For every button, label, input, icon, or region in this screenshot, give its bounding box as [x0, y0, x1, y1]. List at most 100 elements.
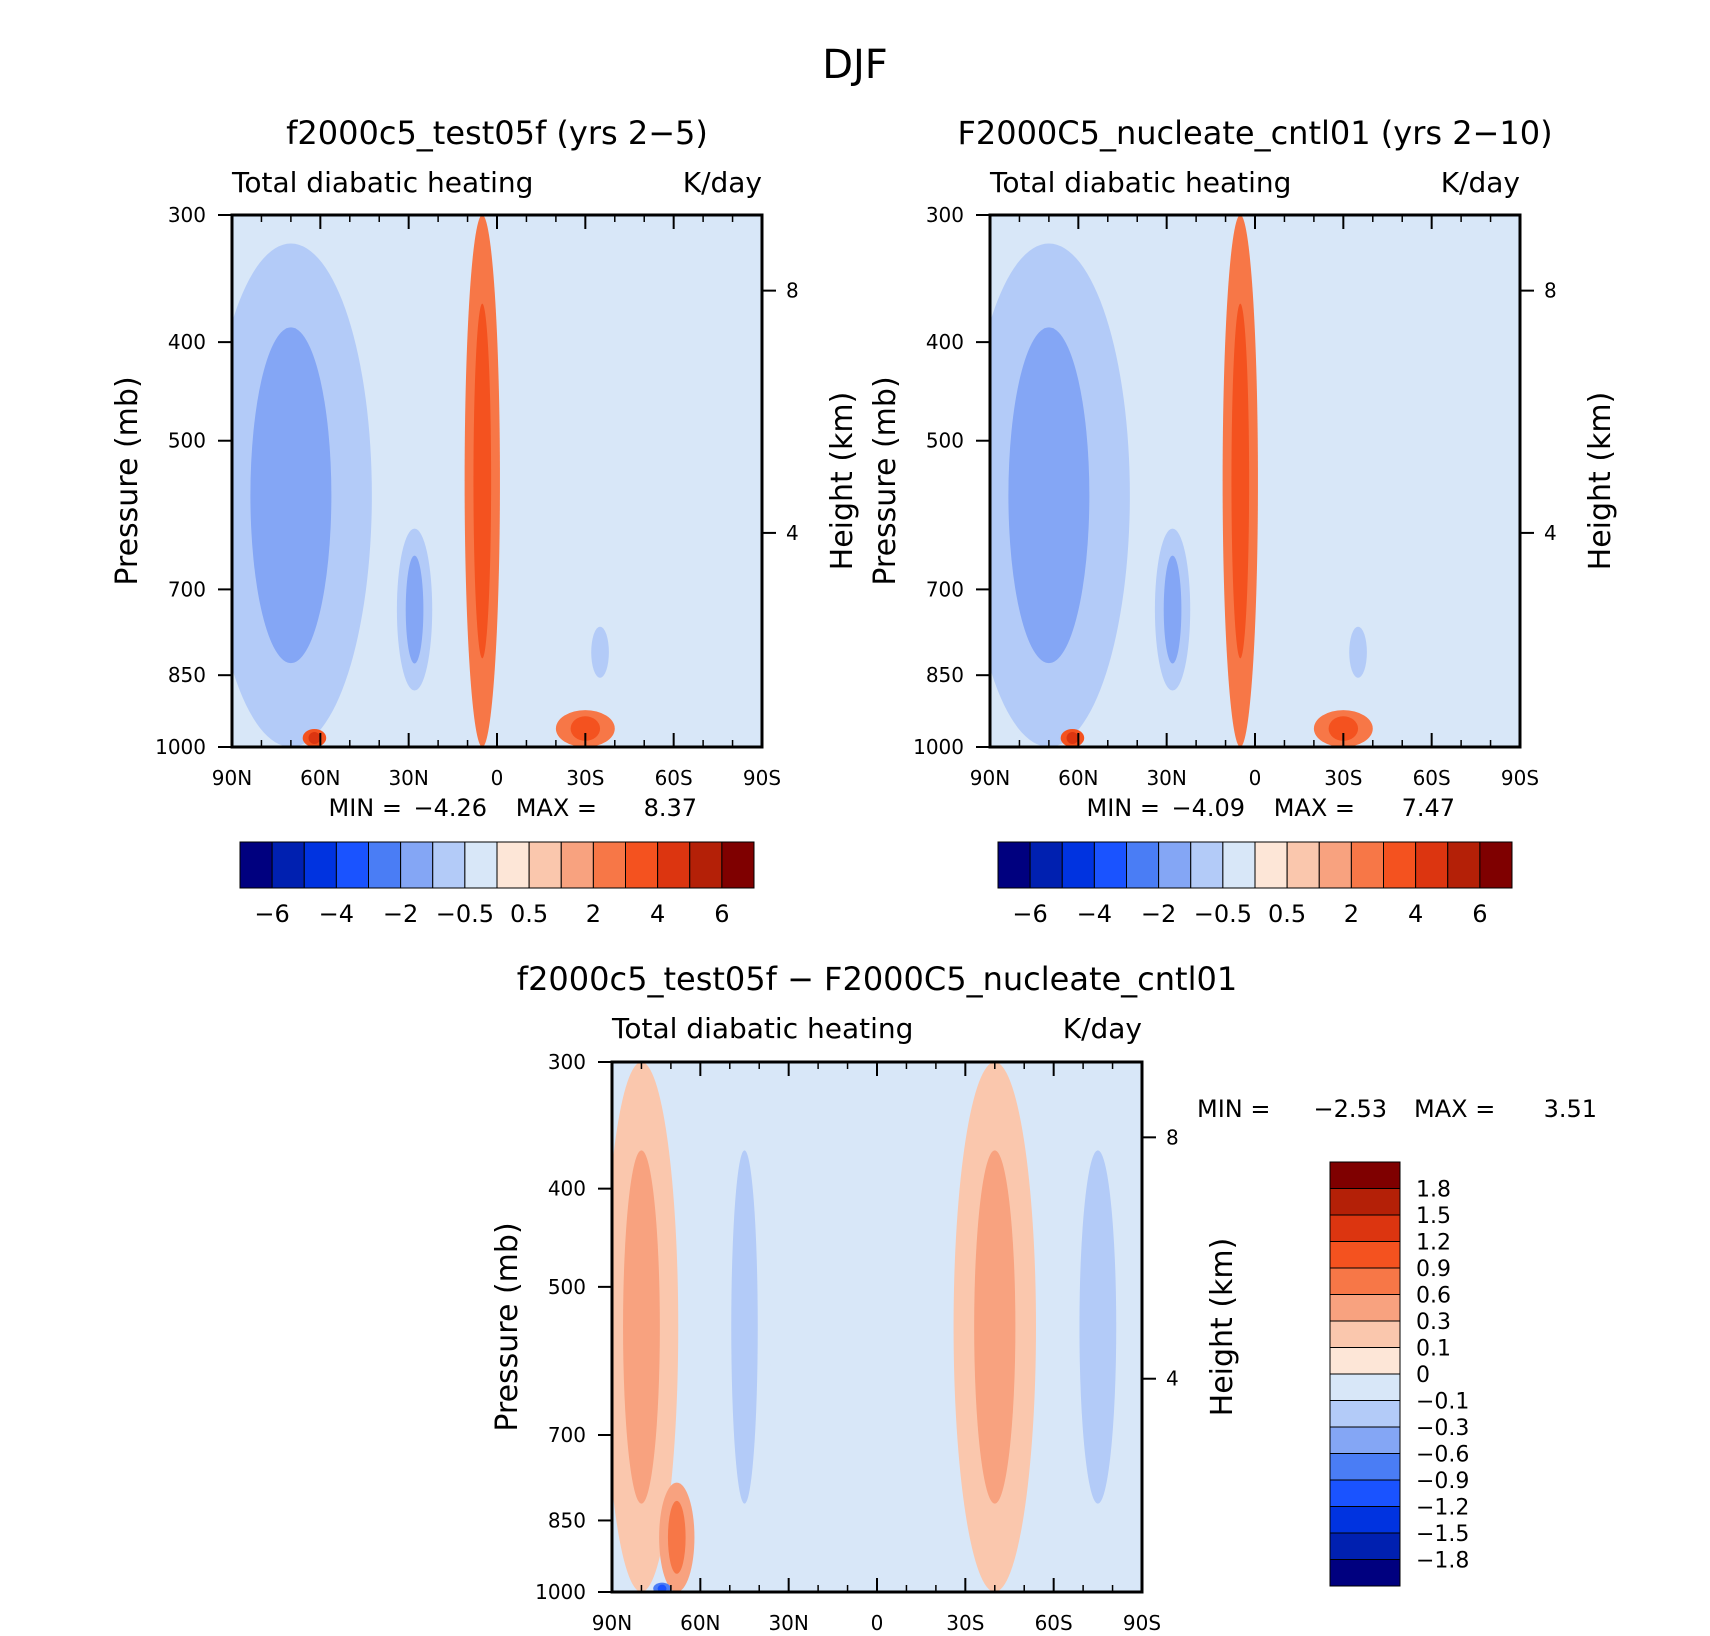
colorbar-swatch	[368, 841, 402, 889]
y-right-axis-title: Height (km)	[1583, 392, 1618, 571]
contour-core-3	[974, 1150, 1016, 1504]
contour-core-5	[570, 716, 601, 741]
min-label: MIN =	[329, 794, 402, 822]
colorbar-swatch	[1222, 841, 1256, 889]
colorbar-label: −1.5	[1416, 1522, 1469, 1547]
y-right-tick-label: 4	[1544, 521, 1557, 545]
colorbar-swatch	[432, 841, 466, 889]
x-tick-label: 30N	[388, 766, 428, 790]
panel-control: F2000C5_nucleate_cntl01 (yrs 2−10) Total …	[868, 114, 1618, 928]
contour-core-1	[1163, 555, 1182, 664]
colorbar-label: −0.6	[1416, 1443, 1469, 1468]
colorbar-label: −4	[1077, 900, 1112, 928]
colorbar-label: 0.1	[1416, 1337, 1451, 1362]
contour-core-0	[623, 1150, 660, 1504]
x-tick-label: 90S	[743, 766, 781, 790]
y-tick-label: 400	[168, 330, 206, 354]
panel-difference: f2000c5_test05f − F2000C5_nucleate_cntl0…	[490, 960, 1597, 1635]
y-right-tick-label: 8	[1544, 279, 1557, 303]
colorbar-label: 1.2	[1416, 1231, 1451, 1256]
max-value: 8.37	[644, 794, 697, 822]
panel-left-label: Total diabatic heating	[611, 1012, 913, 1045]
colorbar-swatch	[1329, 1320, 1401, 1348]
x-tick-label: 0	[871, 1611, 884, 1635]
panel-title: F2000C5_nucleate_cntl01 (yrs 2−10)	[957, 114, 1552, 152]
panel-title: f2000c5_test05f − F2000C5_nucleate_cntl0…	[517, 960, 1237, 998]
colorbar-swatch	[303, 841, 337, 889]
x-tick-label: 60S	[1413, 766, 1451, 790]
max-label: MAX =	[516, 794, 597, 822]
y-tick-label: 850	[548, 1508, 586, 1532]
y-tick-label: 300	[926, 203, 964, 227]
contour-core-4	[1066, 731, 1079, 744]
colorbar-swatch	[1329, 1188, 1401, 1216]
colorbar-label: 0	[1416, 1363, 1430, 1388]
min-label: MIN =	[1197, 1095, 1270, 1123]
colorbar-swatch	[1479, 841, 1513, 889]
y-tick-label: 300	[168, 203, 206, 227]
colorbar-swatch	[1329, 1479, 1401, 1507]
y-tick-label: 400	[548, 1177, 586, 1201]
colorbar-swatch	[1329, 1532, 1401, 1560]
y-tick-label: 500	[548, 1275, 586, 1299]
colorbar-label: 2	[586, 900, 601, 928]
colorbar-label: −2	[383, 900, 418, 928]
x-tick-label: 90N	[970, 766, 1010, 790]
colorbar-swatch	[1329, 1506, 1401, 1534]
plot-background	[612, 1062, 1142, 1592]
y-tick-label: 400	[926, 330, 964, 354]
contour-fills	[232, 215, 618, 747]
y-tick-label: 700	[926, 577, 964, 601]
colorbar-swatch	[1329, 1347, 1401, 1375]
colorbar-label: 4	[1408, 900, 1423, 928]
y-right-tick-label: 4	[786, 521, 799, 545]
colorbar-label: 6	[714, 900, 729, 928]
colorbar-swatch	[1254, 841, 1288, 889]
colorbar-label: 1.8	[1416, 1178, 1451, 1203]
figure-title: DJF	[822, 42, 888, 88]
y-right-tick-label: 8	[1166, 1125, 1179, 1149]
y-axis-title: Pressure (mb)	[490, 1222, 525, 1431]
y-tick-label: 300	[548, 1050, 586, 1074]
y-tick-label: 500	[168, 429, 206, 453]
colorbar-swatch	[1383, 841, 1417, 889]
x-tick-label: 90S	[1501, 766, 1539, 790]
x-tick-label: 30S	[566, 766, 604, 790]
contour-core-1	[405, 555, 424, 664]
min-value: −2.53	[1313, 1095, 1387, 1123]
contour-core-3	[473, 303, 492, 659]
colorbar: −6 −4 −2 −0.5 0.5 2 4 6	[239, 841, 755, 928]
colorbar-label: −6	[254, 900, 289, 928]
colorbar-swatch	[335, 841, 369, 889]
colorbar-swatch	[1318, 841, 1352, 889]
colorbar-label: −0.1	[1416, 1390, 1469, 1415]
colorbar-label: −0.9	[1416, 1469, 1469, 1494]
panel-units-label: K/day	[1441, 166, 1520, 199]
colorbar-label: 0.5	[1268, 900, 1306, 928]
min-label: MIN =	[1087, 794, 1160, 822]
colorbar-swatch	[1286, 841, 1320, 889]
contour-fills	[612, 1062, 1135, 1592]
colorbar-swatch	[560, 841, 594, 889]
colorbar-swatch	[239, 841, 273, 889]
colorbar-label: 6	[1472, 900, 1487, 928]
x-tick-label: 60S	[1035, 1611, 1073, 1635]
contour-fills	[990, 215, 1376, 747]
x-tick-label: 30N	[768, 1611, 808, 1635]
colorbar-swatch	[496, 841, 530, 889]
y-right-axis-title: Height (km)	[1205, 1238, 1240, 1417]
y-tick-label: 1000	[913, 735, 964, 759]
x-tick-label: 60N	[680, 1611, 720, 1635]
colorbar-swatch	[1126, 841, 1160, 889]
colorbar-label: 1.5	[1416, 1204, 1451, 1229]
colorbar-label: −2	[1141, 900, 1176, 928]
y-axis-title: Pressure (mb)	[868, 376, 903, 585]
contour-core-5	[657, 1584, 667, 1592]
colorbar-swatch	[1093, 841, 1127, 889]
colorbar-swatch	[1415, 841, 1449, 889]
x-tick-label: 60S	[655, 766, 693, 790]
y-tick-label: 700	[548, 1423, 586, 1447]
colorbar-label: 0.3	[1416, 1310, 1451, 1335]
y-tick-label: 850	[926, 663, 964, 687]
